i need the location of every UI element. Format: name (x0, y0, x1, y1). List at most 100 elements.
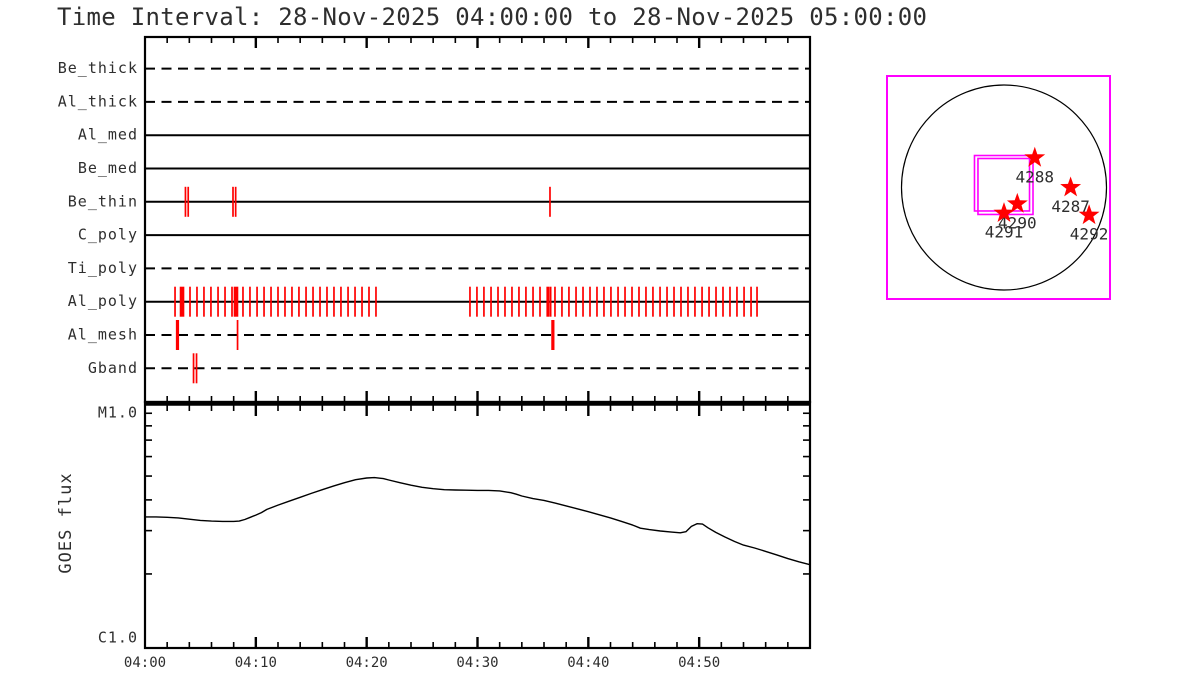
exposure-mark (256, 286, 258, 317)
filter-row-Ti_poly: Ti_poly (68, 259, 810, 277)
exposure-mark (361, 286, 363, 317)
filter-row-label: Al_mesh (68, 326, 138, 344)
filter-row-label: Be_thick (58, 59, 138, 77)
exposure-mark (224, 286, 226, 317)
exposure-mark (195, 353, 198, 384)
exposure-mark (234, 186, 237, 217)
goes-flux-axis-title: GOES flux (56, 472, 76, 573)
exposure-mark (617, 286, 619, 317)
exposure-mark (532, 286, 534, 317)
exposure-mark (203, 286, 205, 317)
exposure-mark (568, 286, 570, 317)
filter-row-label: Gband (88, 359, 138, 377)
exposure-mark (284, 286, 286, 317)
exposure-mark (525, 286, 527, 317)
exposure-mark (708, 286, 710, 317)
exposure-mark (722, 286, 724, 317)
exposure-mark (673, 286, 675, 317)
exposure-mark (340, 286, 342, 317)
exposure-mark (750, 286, 752, 317)
exposure-mark (603, 286, 605, 317)
exposure-mark (270, 286, 272, 317)
exposure-mark (184, 186, 187, 217)
filter-row-label: Ti_poly (68, 259, 138, 277)
exposure-mark (518, 286, 520, 317)
filter-row-Al_thick: Al_thick (58, 92, 810, 110)
exposure-mark (196, 286, 198, 317)
exposure-mark (189, 286, 191, 317)
exposure-mark (736, 286, 738, 317)
filter-row-Gband: Gband (88, 353, 810, 384)
exposure-mark (743, 286, 745, 317)
exposure-mark (554, 286, 556, 317)
exposure-mark (375, 286, 377, 317)
y-axis-bottom-label: C1.0 (98, 629, 138, 647)
active-region-label: 4287 (1051, 197, 1090, 216)
exposure-mark (242, 286, 244, 317)
filter-row-label: C_poly (78, 226, 138, 244)
exposure-marks (184, 186, 551, 217)
filter-row-Al_poly: Al_poly (68, 286, 810, 317)
exposure-mark (546, 286, 550, 317)
exposure-mark (539, 286, 541, 317)
exposure-mark (333, 286, 335, 317)
active-region-label: 4292 (1070, 225, 1109, 244)
exposure-mark (659, 286, 661, 317)
exposure-marks (175, 320, 555, 350)
exposure-mark (236, 320, 239, 350)
x-axis-tick-label: 04:50 (678, 655, 720, 671)
filter-row-Be_thick: Be_thick (58, 59, 810, 77)
exposure-mark (483, 286, 485, 317)
exposure-mark (549, 186, 551, 217)
active-region: 4291 (985, 202, 1023, 242)
disk-frame (886, 75, 1111, 300)
x-axis-labels: 04:00 04:10 04:20 04:30 04:40 04:50 (124, 655, 720, 671)
active-region: 4287 (1051, 176, 1090, 216)
exposure-mark (631, 286, 633, 317)
exposure-mark (291, 286, 293, 317)
goes-panel-border (143, 400, 812, 650)
exposure-mark (551, 320, 555, 350)
filter-row-label: Be_thin (68, 192, 138, 210)
exposure-mark (589, 286, 591, 317)
exposure-mark (652, 286, 654, 317)
exposure-mark (511, 286, 513, 317)
filter-row-label: Al_thick (58, 92, 138, 110)
exposure-mark (645, 286, 647, 317)
exposure-mark (561, 286, 563, 317)
active-region: 4288 (1015, 146, 1054, 186)
exposure-mark (187, 186, 190, 217)
active-region-star (993, 202, 1015, 222)
active-region-star (1024, 146, 1046, 167)
filter-row-label: Be_med (78, 159, 138, 177)
exposure-mark (476, 286, 478, 317)
exposure-mark (298, 286, 300, 317)
exposure-mark (624, 286, 626, 317)
exposure-mark (680, 286, 682, 317)
exposure-mark (715, 286, 717, 317)
exposure-mark (687, 286, 689, 317)
exposure-mark (174, 286, 176, 317)
active-region-label: 4288 (1015, 167, 1054, 186)
filter-row-label: Al_poly (68, 292, 138, 310)
exposure-mark (347, 286, 349, 317)
x-axis-tick-label: 04:20 (346, 655, 388, 671)
exposure-marks (192, 353, 198, 384)
exposure-mark (305, 286, 307, 317)
filter-row-C_poly: C_poly (78, 226, 810, 244)
exposure-mark (610, 286, 612, 317)
exposure-mark (694, 286, 696, 317)
filter-row-Al_med: Al_med (78, 126, 810, 144)
filter-panel-border (143, 35, 812, 404)
filter-row-label: Al_med (78, 126, 138, 144)
exposure-mark (729, 286, 731, 317)
exposure-mark (312, 286, 314, 317)
exposure-mark (701, 286, 703, 317)
exposure-mark (354, 286, 356, 317)
x-axis-tick-label: 04:40 (567, 655, 609, 671)
active-region-star (1078, 204, 1100, 225)
exposure-mark (504, 286, 506, 317)
